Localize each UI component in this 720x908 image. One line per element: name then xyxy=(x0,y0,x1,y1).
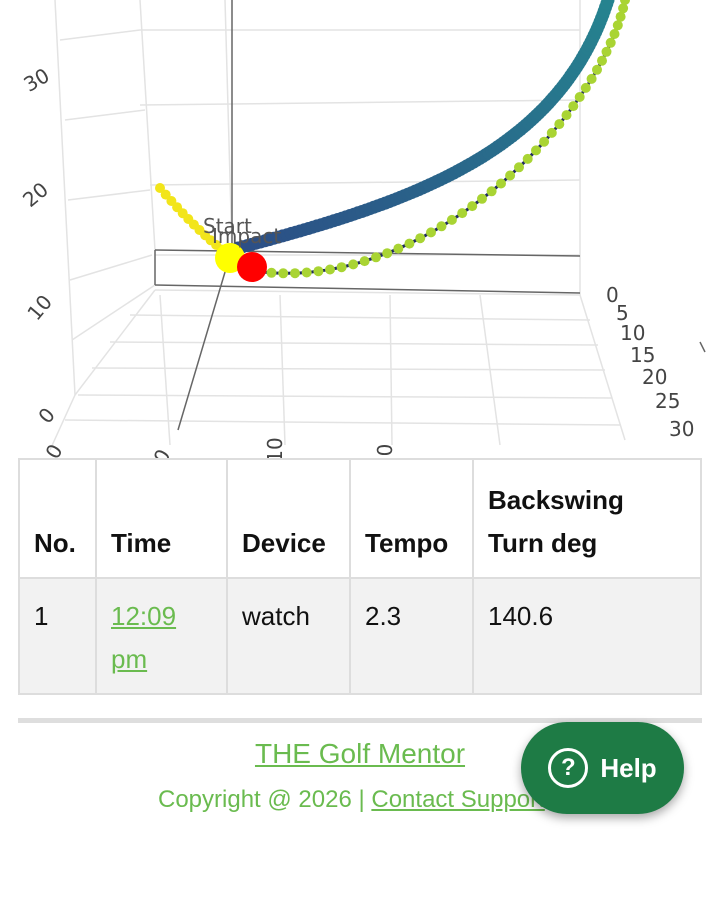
followthrough-point xyxy=(359,256,370,267)
followthrough-point xyxy=(313,266,324,277)
followthrough-point xyxy=(371,252,381,263)
followthrough-point xyxy=(574,92,585,102)
followthrough-point xyxy=(601,46,612,57)
table-header-row: No. Time Device Tempo Backswing Turn deg xyxy=(18,458,702,579)
followthrough-point xyxy=(496,178,506,189)
followthrough-point xyxy=(325,264,335,275)
swings-table: No. Time Device Tempo Backswing Turn deg… xyxy=(18,458,702,695)
followthrough-point xyxy=(266,267,277,278)
followthrough-point xyxy=(348,259,359,270)
cell-no: 1 xyxy=(18,577,97,695)
followthrough-point xyxy=(580,82,591,93)
footer-divider xyxy=(18,718,702,723)
followthrough-point xyxy=(290,268,300,279)
followthrough-point xyxy=(546,127,557,138)
z-tick-label: 0 xyxy=(33,403,60,428)
followthrough-point xyxy=(457,208,468,219)
followthrough-point xyxy=(336,262,347,273)
cell-device: watch xyxy=(226,577,351,695)
cell-time: 12:09 pm xyxy=(95,577,228,695)
z-axis-ticks: 30 20 10 0 xyxy=(18,63,60,428)
z-tick-label: 30 xyxy=(19,63,53,97)
z-tick-label: 20 xyxy=(18,177,53,212)
followthrough-point xyxy=(618,3,629,14)
column-header-device: Device xyxy=(226,458,351,579)
swing-3d-plot[interactable]: 30 20 10 0 0 5 10 15 20 25 30 0 0 10 0 I… xyxy=(0,0,720,460)
followthrough-point xyxy=(486,186,497,197)
followthrough-point xyxy=(393,243,404,254)
y-tick-label: 5 xyxy=(616,301,629,325)
x-tick-label: 0 xyxy=(373,444,397,457)
downswing-point xyxy=(160,189,171,200)
y-tick-label: 20 xyxy=(642,365,667,389)
followthrough-point xyxy=(539,136,550,147)
column-header-backswing: Backswing Turn deg xyxy=(472,458,702,579)
followthrough-point xyxy=(382,248,393,259)
followthrough-point xyxy=(561,110,572,121)
y-tick-label: 15 xyxy=(630,343,655,367)
followthrough-point xyxy=(592,64,602,75)
followthrough-point xyxy=(597,55,607,66)
followthrough-point xyxy=(605,37,616,48)
followthrough-point xyxy=(609,29,620,39)
followthrough-point xyxy=(426,227,436,238)
y-tick-label: 0 xyxy=(606,283,619,307)
help-label: Help xyxy=(600,752,657,783)
time-link-line2: pm xyxy=(111,644,148,674)
followthrough-point xyxy=(436,221,447,232)
x-tick-label: 10 xyxy=(263,437,287,460)
swing-markers xyxy=(215,243,267,282)
grid-lines xyxy=(49,0,626,451)
club-path-point xyxy=(601,0,615,7)
brand-link[interactable]: THE Golf Mentor xyxy=(254,738,466,769)
y-tick-label: 10 xyxy=(620,321,645,345)
followthrough-point xyxy=(620,0,630,5)
downswing-point xyxy=(155,183,165,193)
z-tick-label: 10 xyxy=(22,290,57,325)
column-header-time: Time xyxy=(95,458,228,579)
y-tick-label: 30 xyxy=(669,417,694,441)
followthrough-point xyxy=(415,233,426,244)
question-icon: ? xyxy=(548,748,589,788)
followthrough-point xyxy=(301,267,312,278)
followthrough-point xyxy=(278,268,289,279)
column-header-tempo: Tempo xyxy=(349,458,474,579)
y-axis-ticks: 0 5 10 15 20 25 30 xyxy=(606,283,694,441)
contact-support-link[interactable]: Contact Support xyxy=(371,786,545,813)
followthrough-point xyxy=(477,193,487,204)
followthrough-point xyxy=(612,20,623,31)
followthrough-point xyxy=(615,11,626,22)
followthrough-point xyxy=(522,153,533,164)
followthrough-point xyxy=(554,119,565,130)
time-link-line1: 12:09 xyxy=(111,601,177,631)
backswing-header-line2: Turn deg xyxy=(488,528,598,558)
swing-traces xyxy=(155,0,630,279)
cell-tempo: 2.3 xyxy=(349,577,474,695)
followthrough-point xyxy=(404,238,415,249)
y-tick-label: 25 xyxy=(655,389,680,413)
help-button[interactable]: ? Help xyxy=(521,722,684,814)
followthrough-point xyxy=(586,73,597,84)
followthrough-point xyxy=(446,214,457,225)
impact-marker xyxy=(237,252,267,282)
followthrough-point xyxy=(467,201,478,212)
x-axis-ticks: 0 0 10 0 xyxy=(40,437,397,460)
followthrough-point xyxy=(514,162,524,173)
table-row: 1 12:09 pm watch 2.3 140.6 xyxy=(18,577,702,695)
marker-annotations: Impact Start xyxy=(203,214,281,248)
time-link[interactable]: 12:09 pm xyxy=(111,601,176,674)
followthrough-point xyxy=(531,145,541,156)
impact-label: Impact xyxy=(212,224,281,248)
cell-backswing: 140.6 xyxy=(472,577,702,695)
backswing-header-line1: Backswing xyxy=(488,485,624,515)
copyright-text: Copyright @ 2026 | Contact Support xyxy=(158,786,545,814)
followthrough-point xyxy=(505,170,516,181)
copyright-label: Copyright @ 2026 | xyxy=(158,786,372,813)
followthrough-point xyxy=(568,101,579,112)
column-header-no: No. xyxy=(18,458,97,579)
start-label: Start xyxy=(203,214,252,238)
